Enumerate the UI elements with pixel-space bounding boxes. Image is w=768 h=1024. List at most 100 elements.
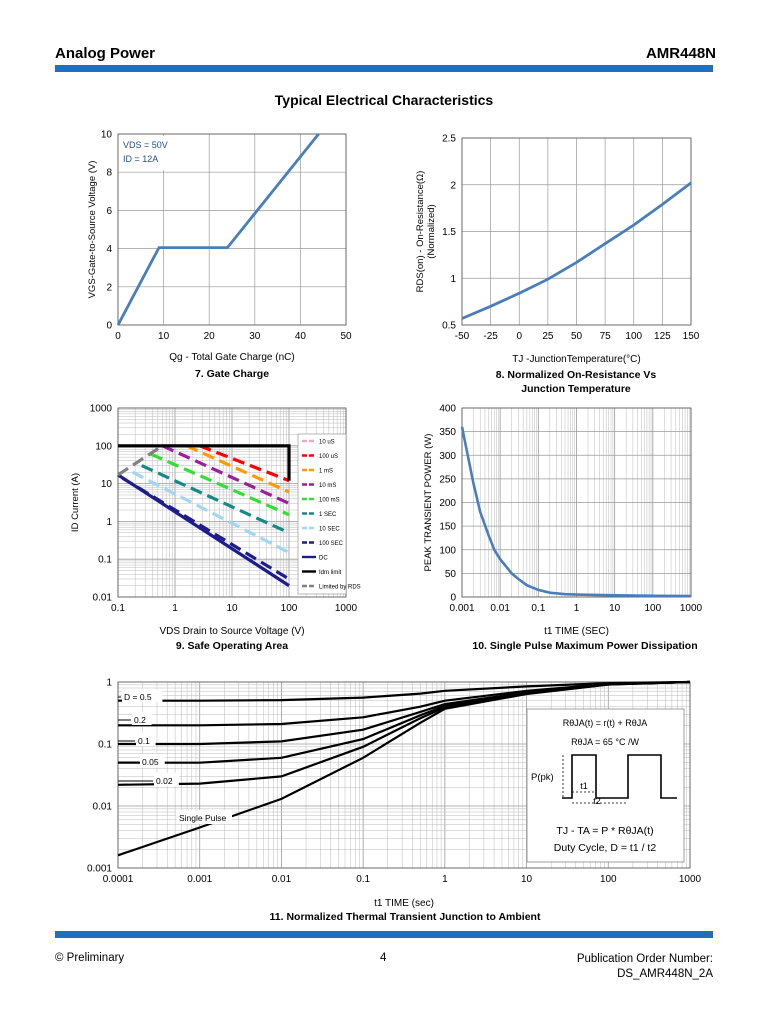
- single-pulse-label-bg: [176, 810, 232, 824]
- thermal-xtick: 0.01: [272, 874, 292, 885]
- gate-charge-ytick: 8: [106, 168, 112, 179]
- gate-charge-xtick: 50: [340, 331, 352, 342]
- thermal-ytick: 0.001: [87, 864, 112, 875]
- on-resistance-xtick: 125: [654, 331, 671, 342]
- soa-legend-label: 1 mS: [319, 469, 333, 475]
- on-resistance-xtick: 150: [683, 331, 700, 342]
- power-xtick: 0.1: [531, 603, 545, 614]
- thermal-label-bg: [154, 773, 179, 786]
- thermal-label-bg: [140, 754, 165, 767]
- on-resistance-ylabel2: (Normalized): [426, 204, 437, 258]
- gate-charge-curve: [116, 133, 320, 326]
- header-rule: [55, 65, 713, 72]
- gate-charge-xlabel: Qg - Total Gate Charge (nC): [169, 352, 294, 363]
- thermal-curve-label: 0.1: [138, 736, 150, 746]
- power-xlabel: t1 TIME (SEC): [544, 626, 609, 637]
- on-resistance-xtick: -50: [455, 331, 470, 342]
- footer-preliminary: © Preliminary: [55, 952, 125, 964]
- power-curve: [460, 426, 692, 598]
- gate-charge-ytick: 6: [106, 206, 112, 217]
- thermal-inset-box: [526, 708, 685, 863]
- part-number: AMR448N: [645, 45, 716, 62]
- soa-xtick: 1: [172, 603, 178, 614]
- thermal-xtick: 100: [600, 874, 617, 885]
- gate-charge-ytick: 10: [101, 130, 113, 141]
- power-ytick: 150: [439, 522, 456, 533]
- thermal-label-bg: [122, 689, 163, 702]
- power-ytick: 400: [439, 404, 456, 415]
- thermal-curve-label: 0.05: [142, 757, 159, 767]
- power-ylabel: PEAK TRANSIENT POWER (W): [423, 434, 434, 572]
- caption-thermal-transient: 11. Normalized Thermal Transient Junctio…: [269, 911, 541, 923]
- soa-series: [141, 464, 290, 535]
- inset-t2-label: t2: [593, 796, 601, 806]
- gate-charge-xtick: 40: [295, 331, 307, 342]
- power-xtick: 100: [644, 603, 661, 614]
- power-xtick: 0.01: [490, 603, 510, 614]
- soa-legend-label: Idm limit: [319, 570, 342, 576]
- soa-ytick: 1000: [90, 404, 113, 415]
- gate-charge-xtick: 20: [204, 331, 216, 342]
- power-ytick: 200: [439, 498, 456, 509]
- soa-xtick: 1000: [335, 603, 358, 614]
- inset-duty-cycle: Duty Cycle, D = t1 / t2: [554, 842, 657, 854]
- thermal-xlabel: t1 TIME (sec): [374, 898, 434, 909]
- order-label: Publication Order Number:: [576, 953, 713, 965]
- power-ytick: 0: [450, 593, 456, 604]
- footer-rule: [55, 931, 713, 938]
- soa-legend-label: 10 uS: [319, 440, 335, 446]
- soa-legend-label: 100 SEC: [319, 541, 344, 547]
- on-resistance-ytick: 2.5: [442, 134, 456, 145]
- thermal-xtick: 0.001: [187, 874, 212, 885]
- inset-pulse-waveform: [562, 754, 677, 799]
- soa-ytick: 1: [106, 517, 112, 528]
- caption-on-resistance-line1: 8. Normalized On-Resistance Vs: [495, 369, 657, 381]
- soa-series: [185, 444, 290, 494]
- gate-charge-ytick: 4: [106, 244, 112, 255]
- soa-ytick: 10: [101, 479, 113, 490]
- gate-charge-xtick: 10: [158, 331, 170, 342]
- soa-ytick: 100: [95, 441, 112, 452]
- soa-legend-label: 10 SEC: [319, 527, 340, 533]
- thermal-ytick: 0.1: [98, 740, 112, 751]
- inset-rth-equation: RθJA(t) = r(t) + RθJA: [563, 718, 648, 728]
- gate-charge-annotation: ID = 12A: [123, 154, 158, 164]
- on-resistance-ytick: 0.5: [442, 321, 456, 332]
- caption-power-dissipation: 10. Single Pulse Maximum Power Dissipati…: [472, 640, 698, 652]
- on-resistance-ylabel: RDS(on) - On-Resistance(Ω): [415, 171, 426, 293]
- inset-t1-label: t1: [580, 781, 588, 791]
- on-resistance-xtick: -25: [483, 331, 498, 342]
- thermal-curve: [118, 680, 691, 702]
- thermal-ytick: 1: [106, 678, 112, 689]
- soa-legend-label: 1 SEC: [319, 512, 337, 518]
- soa-xtick: 10: [226, 603, 238, 614]
- soa-legend-label: DC: [319, 556, 328, 562]
- gate-charge-xtick: 30: [249, 331, 261, 342]
- on-resistance-xlabel: TJ -JunctionTemperature(°C): [512, 354, 640, 365]
- soa-series: [117, 473, 290, 587]
- gate-charge-xtick: 0: [115, 331, 121, 342]
- order-number: DS_AMR448N_2A: [617, 968, 713, 980]
- caption-soa: 9. Safe Operating Area: [175, 640, 289, 652]
- gate-charge-ylabel: VGS-Gate-to-Source Voltage (V): [87, 161, 98, 299]
- soa-series: [117, 444, 164, 477]
- thermal-ytick: 0.01: [93, 802, 113, 813]
- on-resistance-xtick: 100: [625, 331, 642, 342]
- power-xtick: 0.001: [449, 603, 474, 614]
- gate-charge-annotation: VDS = 50V: [123, 140, 168, 150]
- on-resistance-ytick: 1.5: [442, 227, 456, 238]
- gate-charge-annotation-bg: [120, 136, 178, 170]
- soa-xlabel: VDS Drain to Source Voltage (V): [159, 626, 304, 637]
- soa-series: [150, 452, 290, 517]
- on-resistance-curve: [461, 181, 692, 320]
- page-title: Typical Electrical Characteristics: [274, 92, 494, 108]
- power-ytick: 100: [439, 545, 456, 556]
- soa-ytick: 0.1: [98, 555, 112, 566]
- on-resistance-frame: [461, 137, 692, 326]
- soa-legend-label: 100 uS: [319, 454, 338, 460]
- power-xtick: 10: [609, 603, 621, 614]
- thermal-label-bg: [132, 712, 152, 725]
- thermal-curve-label: 0.02: [156, 776, 173, 786]
- gate-charge-ytick: 0: [106, 321, 112, 332]
- power-ytick: 300: [439, 451, 456, 462]
